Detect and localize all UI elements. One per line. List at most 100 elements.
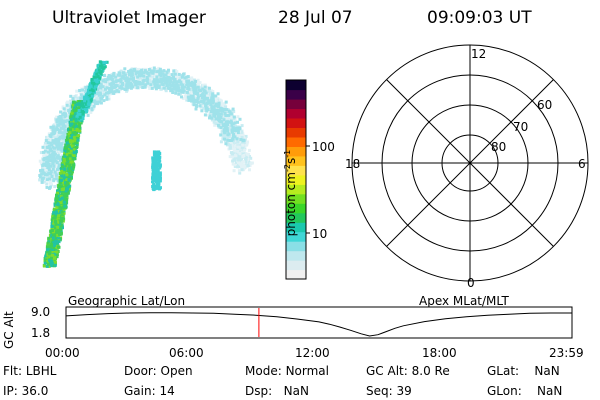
aurora-pixel — [243, 148, 246, 152]
aurora-pixel — [185, 79, 189, 83]
aurora-pixel — [236, 150, 240, 153]
aurora-pixel — [155, 78, 159, 82]
aurora-pixel — [224, 105, 228, 109]
aurora-pixel — [158, 67, 162, 71]
aurora-pixel — [43, 169, 47, 172]
aurora-pixel — [48, 186, 51, 190]
aurora-pixel — [236, 131, 240, 135]
aurora-pixel — [52, 155, 56, 159]
aurora-pixel — [42, 171, 46, 175]
aurora-pixel — [48, 249, 52, 253]
aurora-pixel — [228, 125, 232, 129]
aurora-pixel — [70, 160, 74, 164]
aurora-pixel — [207, 99, 211, 103]
aurora-pixel — [198, 104, 202, 108]
aurora-pixel — [71, 95, 75, 99]
aurora-pixel — [53, 128, 57, 132]
aurora-pixel — [66, 176, 70, 180]
aurora-pixel — [203, 89, 207, 93]
aurora-pixel — [209, 98, 213, 102]
aurora-pixel — [67, 159, 71, 163]
aurora-pixel — [68, 109, 72, 113]
aurora-pixel — [246, 158, 250, 161]
aurora-pixel — [63, 148, 67, 152]
aurora-pixel — [45, 178, 49, 182]
aurora-pixel — [212, 114, 216, 117]
aurora-pixel — [217, 104, 221, 108]
aurora-pixel — [56, 128, 59, 132]
aurora-pixel — [70, 170, 74, 174]
aurora-pixel — [194, 107, 198, 111]
aurora-pixel — [200, 96, 204, 99]
aurora-pixel — [198, 81, 202, 85]
aurora-pixel — [56, 147, 60, 151]
aurora-pixel — [112, 86, 116, 89]
aurora-pixel — [145, 79, 149, 82]
aurora-pixel — [54, 226, 58, 230]
aurora-pixel — [208, 91, 212, 95]
aurora-pixel — [164, 73, 168, 77]
aurora-pixel — [47, 150, 50, 154]
aurora-pixel — [205, 93, 209, 97]
aurora-pixel — [182, 80, 186, 83]
aurora-pixel — [242, 160, 246, 164]
aurora-pixel — [235, 128, 239, 132]
aurora-pixel — [77, 106, 81, 110]
aurora-pixel — [199, 94, 203, 98]
aurora-pixel — [237, 165, 241, 169]
aurora-pixel — [203, 113, 207, 117]
aurora-pixel — [194, 86, 198, 90]
aurora-pixel — [220, 114, 224, 118]
aurora-pixel — [49, 125, 53, 129]
aurora-pixel — [70, 147, 74, 151]
aurora-pixel — [236, 115, 240, 119]
aurora-pixel — [57, 119, 61, 123]
aurora-pixel — [142, 78, 146, 82]
aurora-pixel — [228, 145, 232, 149]
aurora-pixel — [53, 185, 57, 188]
aurora-pixel — [53, 131, 56, 135]
aurora-pixel — [247, 155, 251, 158]
aurora-pixel — [38, 178, 42, 182]
aurora-pixel — [56, 191, 60, 195]
aurora-pixel — [214, 122, 218, 125]
aurora-pixel — [58, 136, 62, 140]
aurora-pixel — [75, 102, 79, 106]
aurora-pixel — [209, 103, 213, 106]
aurora-pixel — [97, 84, 100, 88]
aurora-pixel — [56, 209, 60, 213]
aurora-pixel — [233, 145, 237, 148]
aurora-pixel — [117, 71, 121, 75]
aurora-pixel — [118, 86, 122, 90]
aurora-pixel — [210, 96, 214, 100]
aurora-pixel — [154, 73, 158, 77]
aurora-pixel — [47, 236, 51, 240]
aurora-pixel — [105, 95, 109, 99]
aurora-pixel — [229, 112, 233, 116]
aurora-pixel — [159, 77, 163, 81]
aurora-pixel — [41, 177, 44, 181]
aurora-pixel — [71, 103, 75, 107]
aurora-pixel — [113, 90, 117, 94]
aurora-pixel — [90, 108, 94, 112]
aurora-pixel — [47, 158, 51, 162]
aurora-pixel — [191, 97, 195, 101]
aurora-pixel — [223, 128, 227, 132]
aurora-pixel — [51, 261, 55, 265]
aurora-pixel — [66, 138, 70, 142]
aurora-pixel — [49, 135, 53, 138]
aurora-pixel — [231, 159, 235, 163]
aurora-pixel — [84, 90, 88, 93]
aurora-pixel — [63, 152, 67, 156]
aurora-pixel — [132, 78, 135, 82]
aurora-pixel — [62, 212, 66, 216]
aurora-pixel — [50, 242, 54, 246]
aurora-pixel — [242, 136, 246, 140]
aurora-pixel — [144, 83, 148, 87]
aurora-pixel — [73, 98, 77, 102]
aurora-pixel — [58, 175, 62, 179]
aurora-pixel — [42, 263, 46, 267]
aurora-pixel — [246, 154, 250, 158]
aurora-pixel — [53, 252, 57, 256]
aurora-pixel — [54, 177, 58, 181]
